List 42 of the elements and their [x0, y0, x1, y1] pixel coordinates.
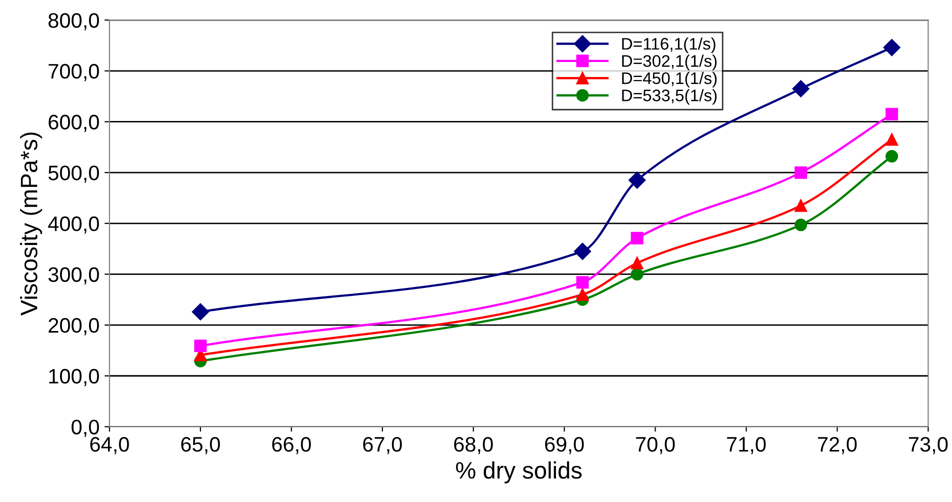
legend-label: D=450,1(1/s) [622, 72, 717, 88]
x-tick-label: 66,0 [272, 436, 311, 454]
y-tick-label: 100,0 [49, 368, 99, 386]
x-tick-label: 69,0 [545, 436, 584, 454]
point [630, 232, 644, 244]
y-tick-label: 800,0 [48, 13, 99, 30]
point [628, 172, 646, 189]
point [886, 150, 898, 163]
y-tick-label: 0,0 [72, 420, 99, 437]
x-tick-label: 70,0 [636, 436, 675, 454]
x-tick-label: 72,0 [818, 436, 857, 454]
x-tick-label: 65,0 [181, 436, 220, 454]
y-tick-label: 600,0 [48, 114, 99, 132]
point [794, 166, 808, 179]
legend-label: D=302,1(1/s) [622, 54, 717, 70]
x-tick-label: 67,0 [363, 436, 402, 454]
point [794, 199, 808, 212]
y-tick-label: 200,0 [48, 318, 99, 336]
y-tick-label: 400,0 [48, 216, 99, 234]
y-tick-label: 700,0 [48, 64, 99, 82]
y-axis-title: Viscosity (mPa*s) [20, 132, 42, 316]
x-tick-label: 73,0 [908, 436, 948, 454]
point [792, 80, 810, 98]
x-tick-label: 64,0 [90, 436, 129, 454]
y-tick-label: 300,0 [48, 267, 99, 284]
point [574, 242, 592, 260]
point [192, 303, 209, 320]
point [886, 108, 898, 120]
point [883, 38, 900, 56]
point [630, 268, 644, 280]
point [794, 218, 808, 232]
point [194, 340, 207, 352]
y-tick-label: 500,0 [48, 166, 99, 183]
x-tick-label: 68,0 [454, 436, 493, 454]
x-tick-label: 71,0 [727, 436, 766, 454]
point [576, 276, 589, 289]
point [576, 288, 589, 301]
point [886, 133, 898, 146]
legend-label: D=116,1(1/s) [622, 37, 716, 54]
x-axis-title: % dry solids [456, 461, 582, 484]
point [630, 256, 644, 270]
legend-label: D=533,5(1/s) [622, 89, 717, 105]
